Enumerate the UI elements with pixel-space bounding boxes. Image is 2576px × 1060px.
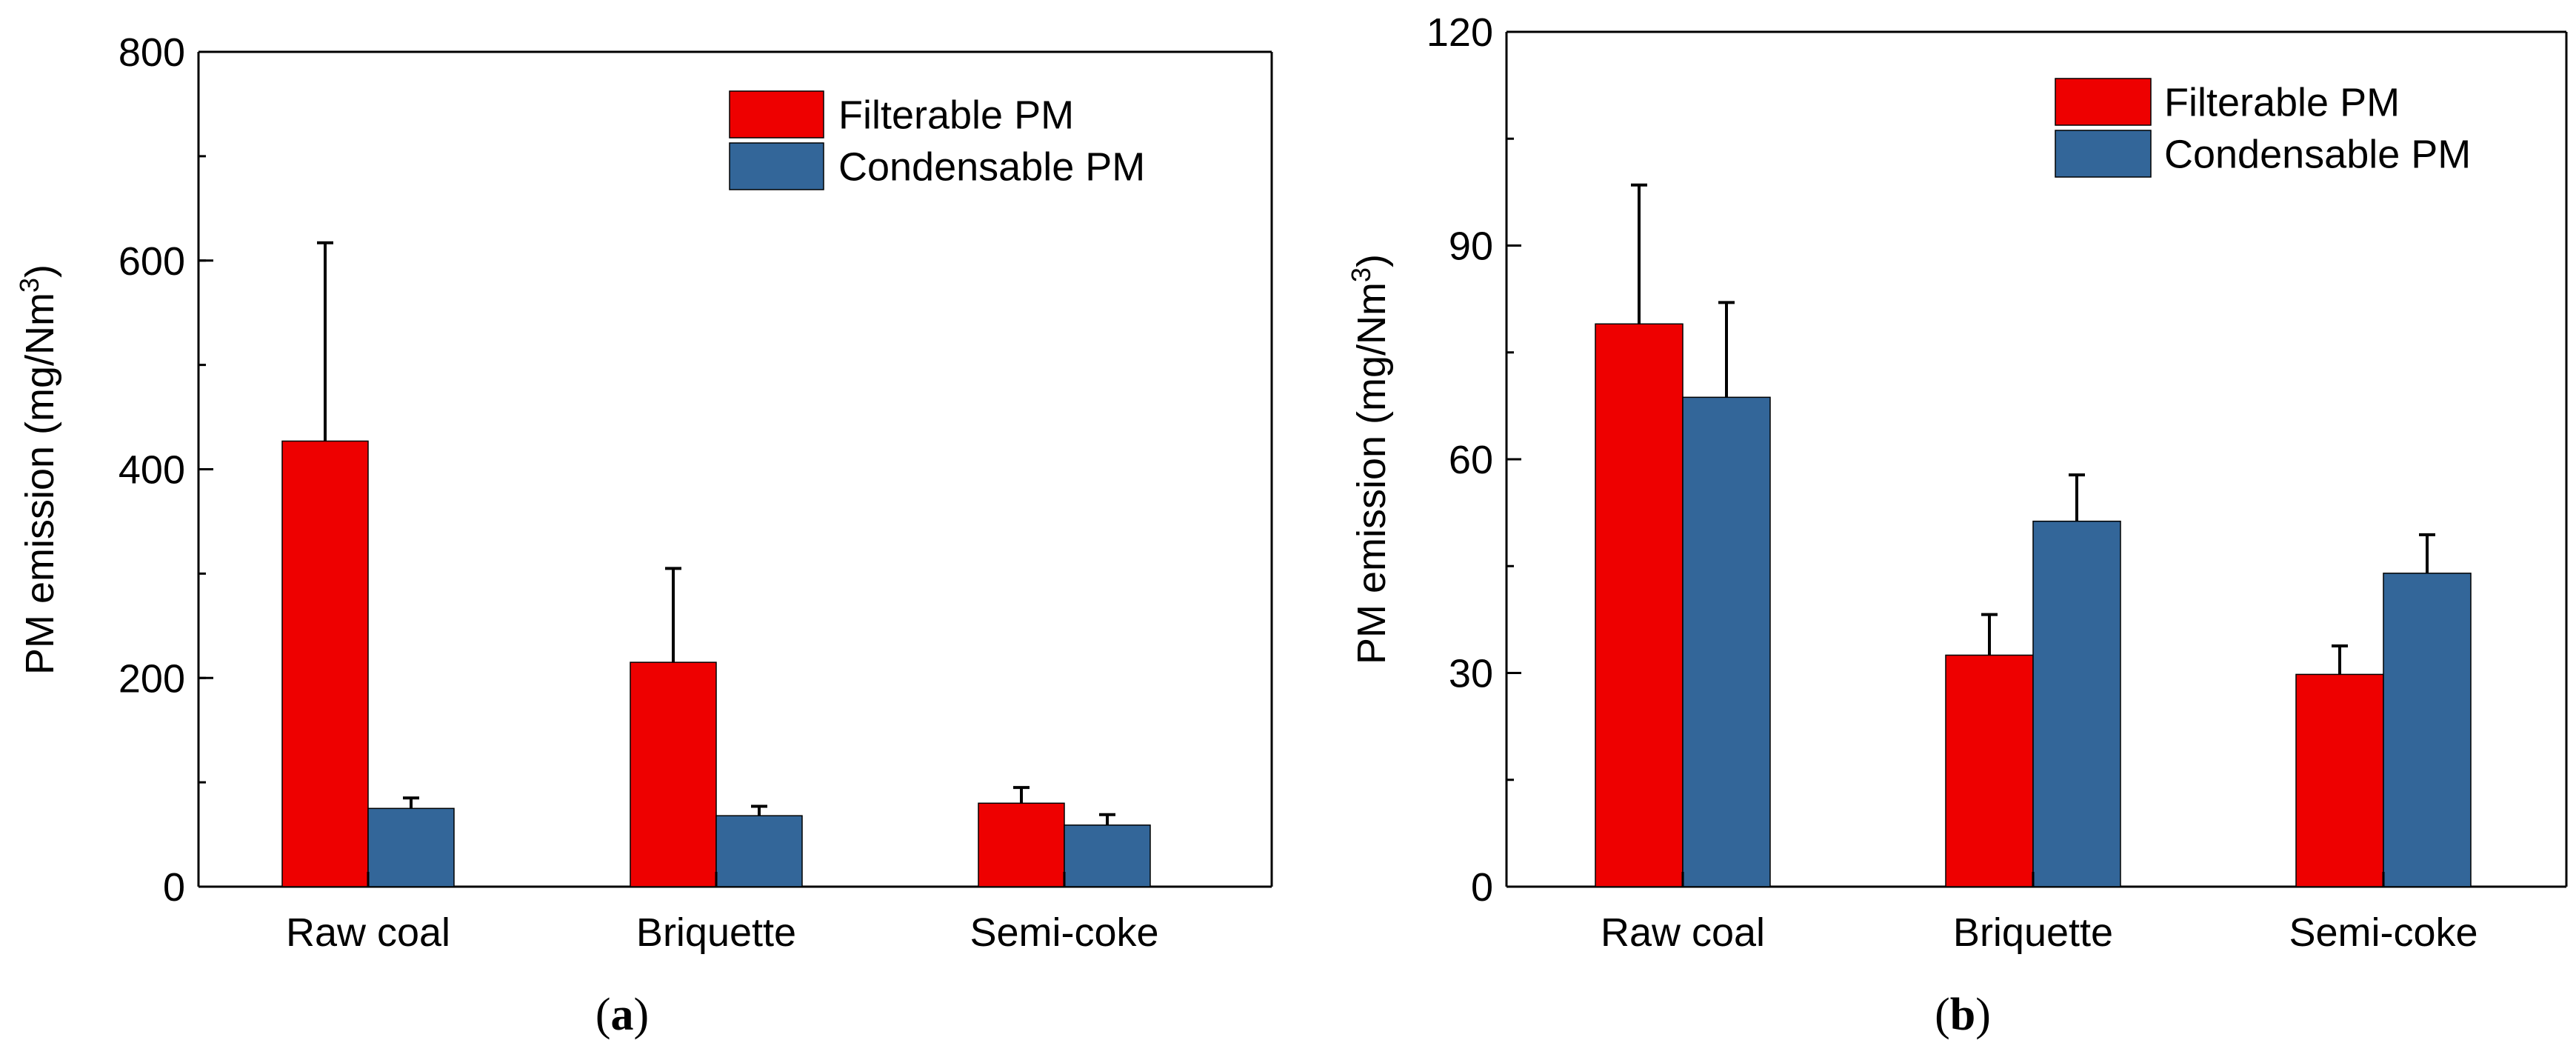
panel-label-open: ( <box>595 990 611 1040</box>
y-tick-label: 120 <box>1427 10 1493 55</box>
bar-filterable-pm-semi-coke <box>2295 673 2384 887</box>
x-tick-label: Raw coal <box>1601 910 1765 955</box>
y-tick-label: 0 <box>1471 865 1493 910</box>
y-tick-label: 60 <box>1449 438 1493 482</box>
bar-filterable-pm-raw-coal <box>281 440 369 887</box>
legend-label: Condensable PM <box>838 145 1145 190</box>
bar-condensable-pm-raw-coal <box>367 807 455 887</box>
x-tick-label: Semi-coke <box>970 910 1158 955</box>
x-tick-label: Semi-coke <box>2289 910 2477 955</box>
y-tick-label: 30 <box>1449 652 1493 696</box>
y-axis-title-main: PM emission (mg/Nm <box>1349 282 1394 664</box>
legend-swatch <box>729 142 824 190</box>
y-axis-title-main: PM emission (mg/Nm <box>18 293 62 675</box>
y-tick-label: 0 <box>163 865 185 910</box>
legend-label: Filterable PM <box>838 93 1074 138</box>
legend-label: Filterable PM <box>2164 81 2400 125</box>
bar-condensable-pm-briquette <box>715 815 803 887</box>
bar-condensable-pm-semi-coke <box>1064 824 1151 887</box>
x-tick-label: Briquette <box>1953 910 2113 955</box>
bar-filterable-pm-briquette <box>1945 654 2034 887</box>
y-axis-title: PM emission (mg/Nm3) <box>14 264 62 675</box>
legend-swatch <box>2055 78 2152 126</box>
y-tick-label: 200 <box>119 656 185 701</box>
bar-condensable-pm-semi-coke <box>2383 573 2472 887</box>
panel-label-close: ) <box>634 990 650 1040</box>
panel-label-letter: a <box>611 990 634 1040</box>
legend-label: Condensable PM <box>2164 133 2471 177</box>
y-tick-label: 400 <box>119 448 185 493</box>
legend-swatch <box>2055 130 2152 178</box>
y-axis-title-superscript: 3 <box>14 278 44 293</box>
y-tick-label: 600 <box>119 239 185 284</box>
y-axis-title: PM emission (mg/Nm3) <box>1346 254 1394 664</box>
bar-filterable-pm-raw-coal <box>1595 323 1684 887</box>
panel-label: (a) <box>595 990 649 1040</box>
y-tick-label: 90 <box>1449 224 1493 269</box>
y-axis-title-end: ) <box>18 264 62 278</box>
bar-filterable-pm-semi-coke <box>978 802 1065 887</box>
y-axis-title-end: ) <box>1349 254 1394 267</box>
panel-label-letter: b <box>1950 990 1975 1040</box>
bar-filterable-pm-briquette <box>630 661 717 887</box>
x-tick-label: Raw coal <box>286 910 450 955</box>
y-tick-label: 800 <box>119 30 185 75</box>
panel-label: (b) <box>1935 990 1991 1040</box>
x-tick-label: Briquette <box>636 910 796 955</box>
panel-label-close: ) <box>1975 990 1991 1040</box>
panel-label-open: ( <box>1935 990 1950 1040</box>
chart-panel-b: 0 30 60 90 120 PM emission (mg/Nm3) Raw coal Br… <box>1346 10 2568 1040</box>
y-axis-title-superscript: 3 <box>1346 267 1376 282</box>
bar-condensable-pm-raw-coal <box>1682 396 1771 887</box>
legend-swatch <box>729 90 824 139</box>
bar-condensable-pm-briquette <box>2032 520 2121 887</box>
chart-panel-a: 0 200 400 600 800 PM emission (mg/Nm3) Raw coa… <box>14 30 1273 1040</box>
